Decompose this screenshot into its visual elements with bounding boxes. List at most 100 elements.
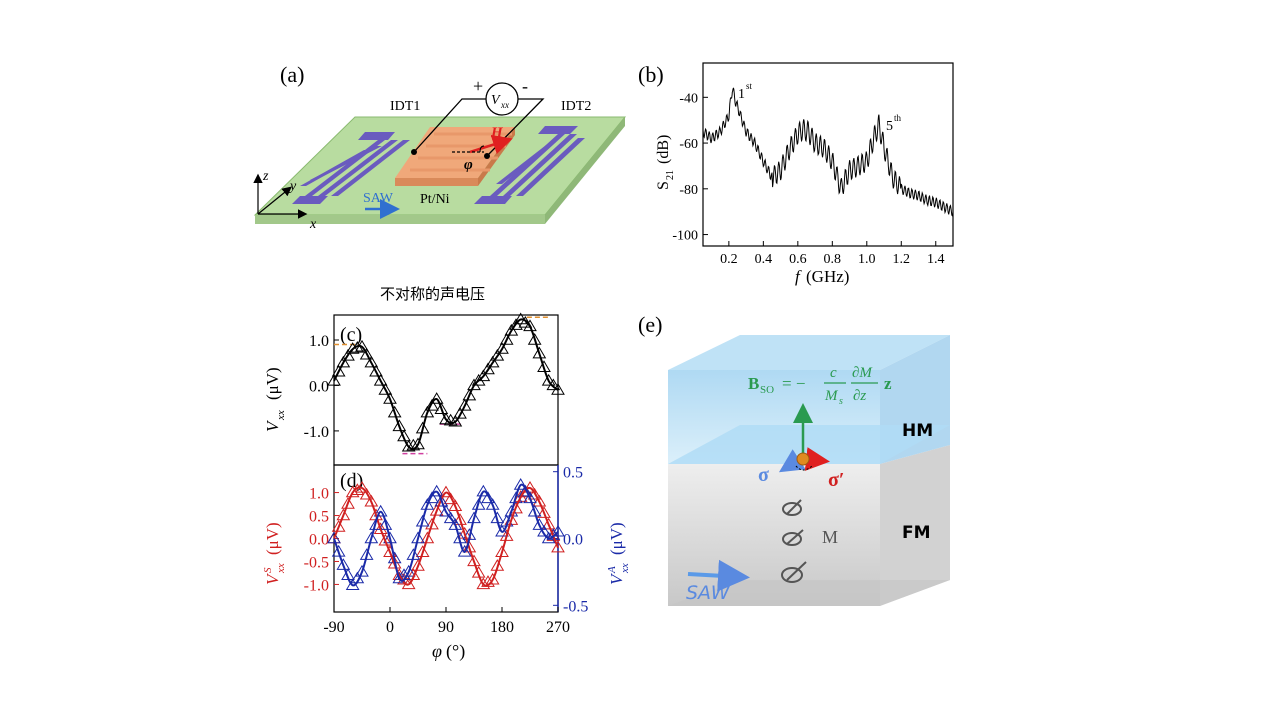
chart-b-xtick-label: 1.4 — [927, 252, 945, 267]
vxx-data-point — [443, 413, 458, 426]
chart-d-ytick-label-left: -0.5 — [304, 554, 329, 571]
vxx-data-point — [541, 373, 556, 386]
contact-left — [411, 149, 417, 155]
vs-data-point — [541, 517, 556, 530]
vxx-data-point — [467, 378, 481, 391]
chart-d-ylabel-left: V S xx (μV) — [262, 522, 287, 585]
va-data-point — [355, 564, 369, 577]
chart-d-ylabel-right-sup: A — [606, 566, 618, 574]
chart-d-ylabel-left-sup: S — [262, 567, 274, 573]
eq-b-sub: SO — [760, 384, 774, 396]
chart-d-ylabel-right-unit: (μV) — [607, 522, 626, 555]
panel-a: (a) — [253, 62, 627, 232]
vs-data-point — [448, 499, 463, 512]
chart-d-xtick-label: 180 — [490, 619, 514, 636]
saw-label-e: SAW — [686, 582, 731, 604]
idt1-label: IDT1 — [390, 99, 420, 114]
axis-z-label: z — [262, 169, 269, 184]
chart-d-ylabel-right-sub: xx — [619, 563, 631, 574]
chart-d-xlabel-main: φ — [432, 641, 442, 661]
vxx-data-point — [476, 369, 491, 382]
vxx-data-point — [392, 419, 407, 432]
vs-data-point — [420, 531, 435, 544]
chart-c-ylabel-sub: xx — [275, 410, 287, 421]
vxx-data-point — [383, 392, 397, 404]
panel-b: (b) 0.2 0.4 0.6 0.8 1.0 1.2 1.4 -100 -80 -60 -40 1… — [638, 62, 954, 286]
voltmeter-sub: xx — [500, 100, 509, 110]
vs-data-point — [499, 529, 514, 541]
sigma-prime-label: σ′ — [828, 469, 845, 491]
chart-d-ytick-label-left: 0.0 — [309, 532, 329, 549]
eq-ms: M — [824, 388, 839, 404]
panel-e-label: (e) — [638, 312, 662, 337]
vxx-data-point — [429, 392, 444, 404]
vxx-data-point — [439, 412, 453, 425]
chart-b-ylabel-sub: 21 — [665, 170, 676, 180]
chart-c-ylabel-unit: (μV) — [263, 367, 282, 400]
chart-c-ytick-label: 0.0 — [309, 378, 329, 395]
chart-d-ytick-label-right: 0.5 — [563, 465, 583, 482]
chart-b-ytick-label: -100 — [672, 229, 698, 244]
idt2-electrode — [474, 126, 585, 204]
figure-caption: 不对称的声电压 — [380, 285, 485, 303]
eq-dz: ∂z — [853, 388, 866, 404]
peak-1st-label: 1 — [738, 87, 745, 102]
va-data-point — [513, 478, 528, 490]
vxx-data-point — [462, 388, 477, 401]
chart-d-ylabel-right: V A xx (μV) — [606, 522, 631, 585]
eq-b: B — [748, 374, 759, 393]
chart-d-ytick-label-left: 0.5 — [309, 509, 329, 526]
va-data-point — [518, 484, 533, 497]
chart-b-xtick-label: 0.8 — [824, 252, 842, 267]
electron-sphere — [796, 452, 810, 466]
vxx-data-point — [532, 346, 547, 359]
vxx-data-point — [364, 355, 379, 368]
chart-d-ylabel-left-unit: (μV) — [263, 522, 282, 555]
chart-d-ylabel-right-main: V — [607, 572, 626, 585]
chart-b-ytick-label: -60 — [679, 137, 698, 152]
eq-c: c — [830, 365, 837, 381]
vxx-data-point — [425, 398, 439, 411]
chart-d-ylabel-left-sub: xx — [275, 563, 287, 574]
chart-b-xlabel-unit: (GHz) — [806, 267, 849, 286]
pt-ni-film-side — [395, 178, 478, 186]
bso-equation: B SO = − c M s ∂M ∂z z — [748, 365, 892, 407]
vs-data-point — [373, 522, 388, 535]
angle-arc — [479, 145, 485, 153]
moment-icon — [781, 561, 807, 583]
vs-data-point — [453, 513, 467, 525]
vxx-data-point — [481, 362, 495, 375]
panel-b-label: (b) — [638, 62, 664, 87]
va-data-point — [327, 531, 341, 544]
substrate-side — [255, 215, 545, 224]
idt2-label: IDT2 — [561, 99, 591, 114]
saw-label-a: SAW — [363, 191, 394, 206]
contact-right — [484, 153, 490, 159]
vxx-data-point — [341, 348, 355, 361]
vxx-data-point — [523, 319, 537, 332]
chart-b-xtick-label: 1.0 — [858, 252, 876, 267]
axis-x-label: x — [309, 217, 317, 232]
va-data-point — [415, 514, 430, 527]
va-data-point — [434, 494, 449, 507]
moment-icon — [782, 529, 804, 546]
chart-c-ytick-label: -1.0 — [304, 424, 329, 441]
vs-data-point — [336, 508, 351, 521]
panel-d: (d) -90 0 90 180 270 -1.0 -0.5 0.0 0.5 1.0 -0.5 0.0… — [262, 464, 631, 662]
vxx-data-point — [373, 373, 388, 386]
vxx-data-point — [331, 364, 346, 377]
chart-b-ytick-label: -80 — [679, 183, 698, 198]
vs-data-point — [527, 487, 542, 500]
vxx-data-point — [345, 342, 360, 354]
vs-data-point — [429, 503, 444, 516]
angle-label: φ — [464, 157, 473, 173]
chart-c-reference-lines — [334, 316, 551, 455]
chart-b-xtick-label: 0.6 — [789, 252, 807, 267]
hm-label: HM — [902, 421, 933, 441]
vs-data-point — [341, 497, 355, 509]
chart-b-ytick-label: -40 — [679, 91, 698, 106]
va-data-point — [373, 504, 388, 517]
panel-a-label: (a) — [280, 62, 304, 87]
vxx-data-point — [485, 355, 500, 368]
va-data-point — [457, 544, 472, 557]
